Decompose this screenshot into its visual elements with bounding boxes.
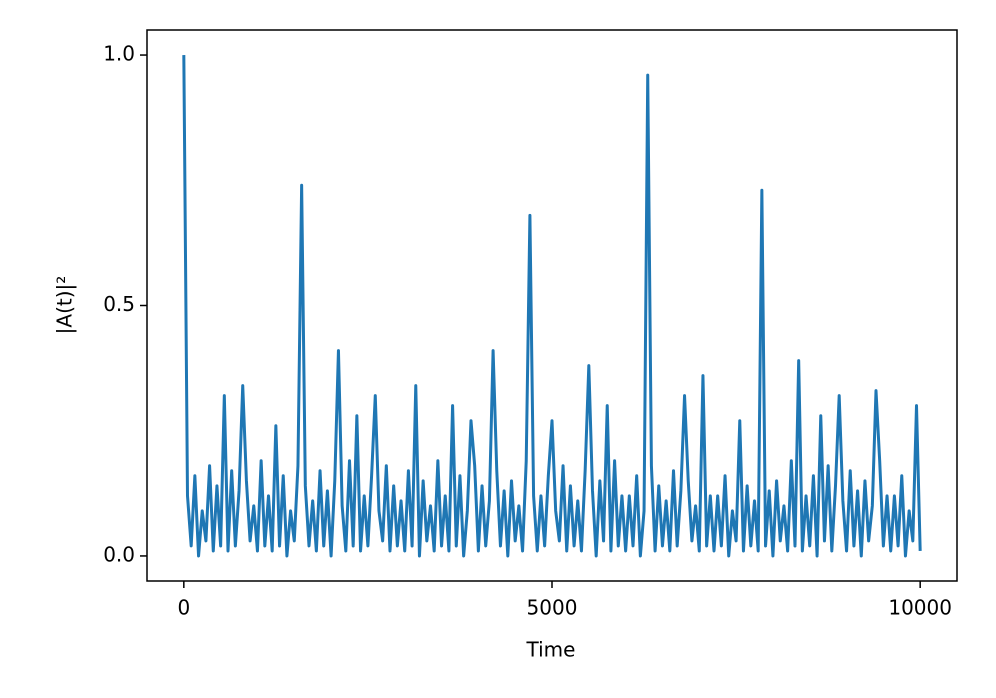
y-tick-label: 0.0	[103, 542, 135, 566]
y-tick-label: 0.5	[103, 292, 135, 316]
data-line	[182, 55, 922, 558]
y-axis-label: |A(t)|²	[53, 276, 77, 335]
x-tick-label: 0	[177, 596, 190, 620]
x-axis-label: Time	[526, 638, 576, 662]
x-tick-label: 5000	[527, 596, 578, 620]
y-tick-label: 1.0	[103, 42, 135, 66]
x-tick-label: 10000	[888, 596, 952, 620]
